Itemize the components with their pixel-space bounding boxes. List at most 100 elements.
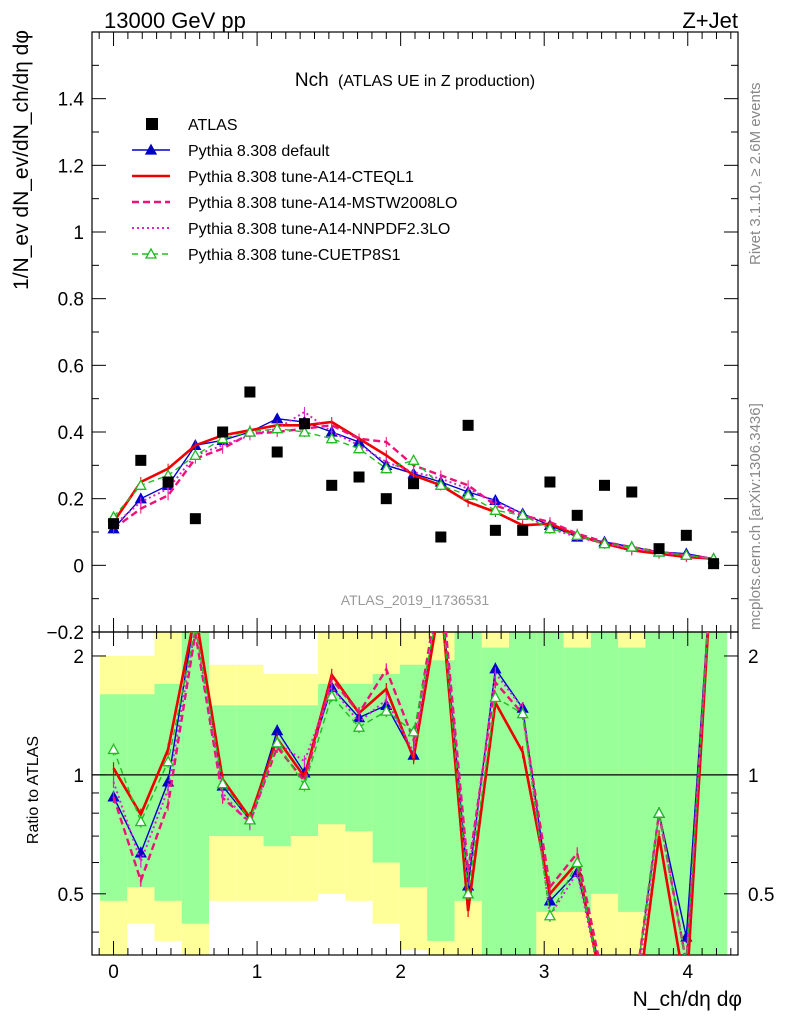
- ratio-marker: [543, 909, 557, 921]
- ylabel-main-text: 1/N_ev dN_ev/dN_ch/dη dφ: [10, 30, 33, 290]
- ratio-marker: [571, 856, 584, 868]
- xlabel: N_ch/dη dφ: [633, 988, 742, 1011]
- atlas-data-point: [708, 558, 720, 570]
- ratio-band-green: [536, 632, 564, 912]
- y-tick-label-main: 0.4: [58, 423, 85, 444]
- y-tick-label-main: −0.2: [46, 623, 84, 644]
- ratio-y-tick-label: 2: [73, 647, 84, 668]
- ratio-band-green: [590, 632, 619, 894]
- y-tick-label-main: 1.2: [58, 156, 84, 177]
- legend-label: Pythia 8.308 tune-A14-CTEQL1: [188, 169, 414, 186]
- ratio-marker: [161, 755, 175, 767]
- legend-entry: ATLAS: [146, 117, 238, 134]
- ratio-marker: [599, 994, 609, 1003]
- ratio-marker: [134, 815, 147, 827]
- atlas-data-point: [298, 418, 310, 430]
- legend-label: Pythia 8.308 default: [188, 143, 330, 160]
- plot-title-sub: (ATLAS UE in Z production): [338, 73, 535, 90]
- ratio-band-green: [454, 632, 482, 901]
- legend-label: Pythia 8.308 tune-A14-MSTW2008LO: [188, 195, 457, 212]
- process-label: Z+Jet: [682, 8, 738, 33]
- series-marker: [407, 453, 420, 465]
- ratio-marker: [271, 736, 284, 748]
- series-marker: [434, 478, 447, 490]
- x-tick-label: 3: [539, 962, 550, 983]
- ratio-y-tick-label: 0.5: [58, 885, 84, 906]
- series-marker: [298, 425, 311, 437]
- atlas-data-point: [353, 471, 365, 483]
- ratio-marker: [407, 725, 420, 737]
- atlas-data-point: [489, 524, 501, 536]
- atlas-data-point: [571, 509, 583, 521]
- ratio-marker: [599, 981, 609, 990]
- series-marker: [571, 528, 584, 540]
- series-marker: [680, 548, 693, 560]
- ratio-y-tick-label-right: 1: [748, 766, 759, 787]
- atlas-data-point: [189, 513, 201, 525]
- series-marker: [516, 508, 529, 520]
- ratio-marker: [380, 704, 393, 716]
- ratio-y-tick-label-right: 2: [748, 647, 759, 668]
- ratio-marker: [709, 532, 719, 541]
- series-marker: [489, 503, 502, 515]
- atlas-data-point: [517, 524, 529, 536]
- ratio-y-tick-label-right: 0.5: [748, 885, 774, 906]
- ratio-marker: [107, 743, 120, 755]
- legend: ATLAS Pythia 8.308 default Pythia 8.308 tu…: [132, 117, 457, 264]
- atlas-data-point: [544, 476, 556, 488]
- ratio-marker: [516, 707, 529, 719]
- ratio-marker: [709, 532, 719, 541]
- ratio-marker: [216, 777, 229, 789]
- series-marker: [243, 425, 257, 437]
- atlas-data-point: [626, 486, 638, 498]
- atlas-data-point: [680, 529, 692, 541]
- axes-layer: 0 1 2 3 4 −0.2 0 0.2 0.4 0.6 0.8 1 1.2 1.4 0.5 0.5 1 1 2 2: [46, 31, 774, 983]
- ratio-marker: [190, 608, 200, 617]
- ratio-band-green: [318, 683, 346, 825]
- ratio-marker: [189, 632, 202, 633]
- y-tick-label-main: 0.8: [58, 290, 84, 311]
- x-tick-label: 2: [395, 962, 406, 983]
- y-tick-label-main: 0.6: [58, 356, 84, 377]
- x-tick-label: 4: [682, 962, 693, 983]
- series-marker: [462, 488, 475, 500]
- legend-label: Pythia 8.308 tune-CUETP8S1: [188, 247, 401, 264]
- atlas-data-point: [162, 476, 174, 488]
- atlas-data-point: [435, 531, 447, 543]
- series-marker: [625, 540, 638, 552]
- atlas-data-point: [598, 479, 610, 491]
- ratio-band-green: [509, 632, 537, 955]
- atlas-data-point: [135, 454, 147, 466]
- ratio-y-tick-label: 1: [73, 766, 84, 787]
- atlas-data-point: [462, 419, 474, 431]
- series-marker: [380, 462, 393, 474]
- series-marker: [325, 432, 338, 444]
- ratio-series-layer: [107, 532, 719, 1003]
- legend-marker-triangle: [144, 247, 158, 259]
- atlas-data-point: [217, 426, 229, 438]
- series-marker: [189, 448, 202, 460]
- atlas-data-point: [244, 386, 256, 398]
- legend-label: ATLAS: [188, 117, 238, 134]
- atlas-data-point: [271, 446, 283, 458]
- legend-label: Pythia 8.308 tune-A14-NNPDF2.3LO: [188, 221, 450, 238]
- plot-title: Nch (ATLAS UE in Z production): [295, 70, 535, 91]
- series-marker: [352, 442, 366, 454]
- ratio-marker: [325, 689, 338, 701]
- atlas-data-point: [326, 479, 338, 491]
- x-tick-label: 1: [252, 962, 263, 983]
- ratio-marker: [489, 691, 502, 703]
- series-marker: [134, 478, 147, 490]
- series-marker: [216, 432, 229, 444]
- legend-entry: Pythia 8.308 tune-A14-CTEQL1: [132, 169, 414, 186]
- ylabel-main: 1/N_ev dN_ev/dN_ch/dη dφ: [10, 30, 33, 290]
- rivet-label: Rivet 3.1.10, ≥ 2.6M events: [747, 83, 764, 266]
- legend-marker-square: [146, 118, 158, 130]
- ratio-marker: [298, 778, 311, 790]
- series-line: [112, 420, 714, 560]
- y-tick-label-main: 1: [73, 223, 84, 244]
- ratio-band-green: [618, 647, 646, 912]
- x-tick-label: 0: [108, 962, 119, 983]
- mcplots-label: mcplots.cern.ch [arXiv:1306.3436]: [747, 403, 764, 630]
